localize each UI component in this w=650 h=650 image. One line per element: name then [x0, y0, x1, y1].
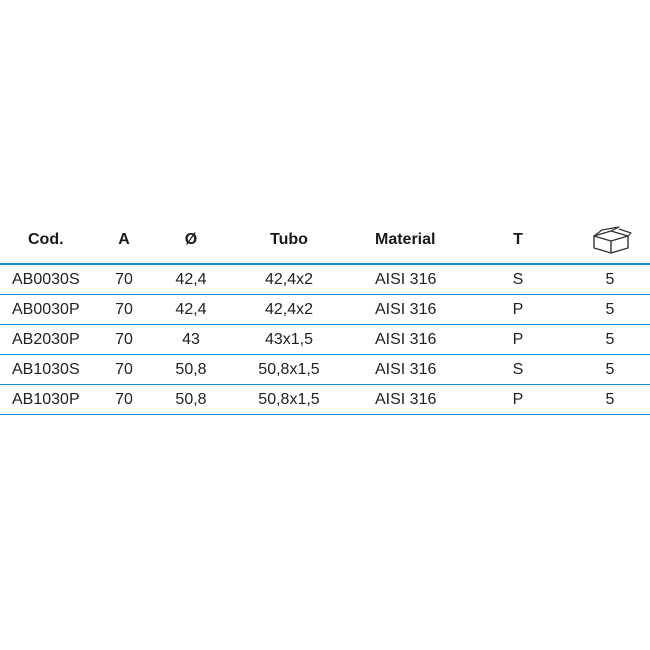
table-header-row: Cod. A Ø Tubo Material T: [0, 220, 650, 265]
table-row: AB1030P 70 50,8 50,8x1,5 AISI 316 P 5: [0, 385, 650, 415]
cell-t: S: [512, 361, 524, 378]
header-tubo: Tubo: [270, 231, 308, 248]
cell-tubo: 43x1,5: [264, 331, 314, 348]
cell-material: AISI 316: [375, 301, 437, 318]
cell-cod: AB0030S: [12, 271, 80, 288]
cell-a: 70: [115, 361, 133, 378]
header-a: A: [118, 231, 130, 248]
cell-tubo: 42,4x2: [264, 271, 314, 288]
cell-box-qty: 5: [605, 271, 615, 288]
cell-cod: AB0030P: [12, 301, 80, 318]
cell-material: AISI 316: [375, 331, 437, 348]
cell-t: P: [512, 331, 524, 348]
box-icon: [593, 226, 632, 254]
cell-cod: AB2030P: [12, 331, 80, 348]
cell-box-qty: 5: [605, 361, 615, 378]
table-row: AB2030P 70 43 43x1,5 AISI 316 P 5: [0, 325, 650, 355]
header-material: Material: [375, 231, 436, 248]
cell-diameter: 50,8: [175, 361, 207, 378]
cell-box-qty: 5: [605, 331, 615, 348]
cell-diameter: 42,4: [175, 301, 207, 318]
cell-diameter: 43: [182, 331, 200, 348]
cell-tubo: 50,8x1,5: [258, 391, 320, 408]
header-diameter: Ø: [184, 231, 198, 248]
table-row: AB1030S 70 50,8 50,8x1,5 AISI 316 S 5: [0, 355, 650, 385]
cell-a: 70: [115, 271, 133, 288]
cell-material: AISI 316: [375, 391, 437, 408]
cell-box-qty: 5: [605, 391, 615, 408]
cell-box-qty: 5: [605, 301, 615, 318]
header-t: T: [513, 231, 523, 248]
table-row: AB0030P 70 42,4 42,4x2 AISI 316 P 5: [0, 295, 650, 325]
cell-t: S: [512, 271, 524, 288]
cell-material: AISI 316: [375, 361, 437, 378]
cell-a: 70: [115, 301, 133, 318]
cell-cod: AB1030S: [12, 361, 80, 378]
cell-tubo: 50,8x1,5: [258, 361, 320, 378]
cell-cod: AB1030P: [12, 391, 80, 408]
product-spec-table: Cod. A Ø Tubo Material T AB0030S 70 42,4…: [0, 220, 650, 415]
cell-material: AISI 316: [375, 271, 437, 288]
cell-t: P: [512, 301, 524, 318]
cell-diameter: 42,4: [175, 271, 207, 288]
cell-a: 70: [115, 391, 133, 408]
header-cod: Cod.: [28, 231, 64, 248]
cell-diameter: 50,8: [175, 391, 207, 408]
cell-t: P: [512, 391, 524, 408]
table-body: AB0030S 70 42,4 42,4x2 AISI 316 S 5 AB00…: [0, 265, 650, 415]
cell-tubo: 42,4x2: [264, 301, 314, 318]
table-row: AB0030S 70 42,4 42,4x2 AISI 316 S 5: [0, 265, 650, 295]
cell-a: 70: [115, 331, 133, 348]
